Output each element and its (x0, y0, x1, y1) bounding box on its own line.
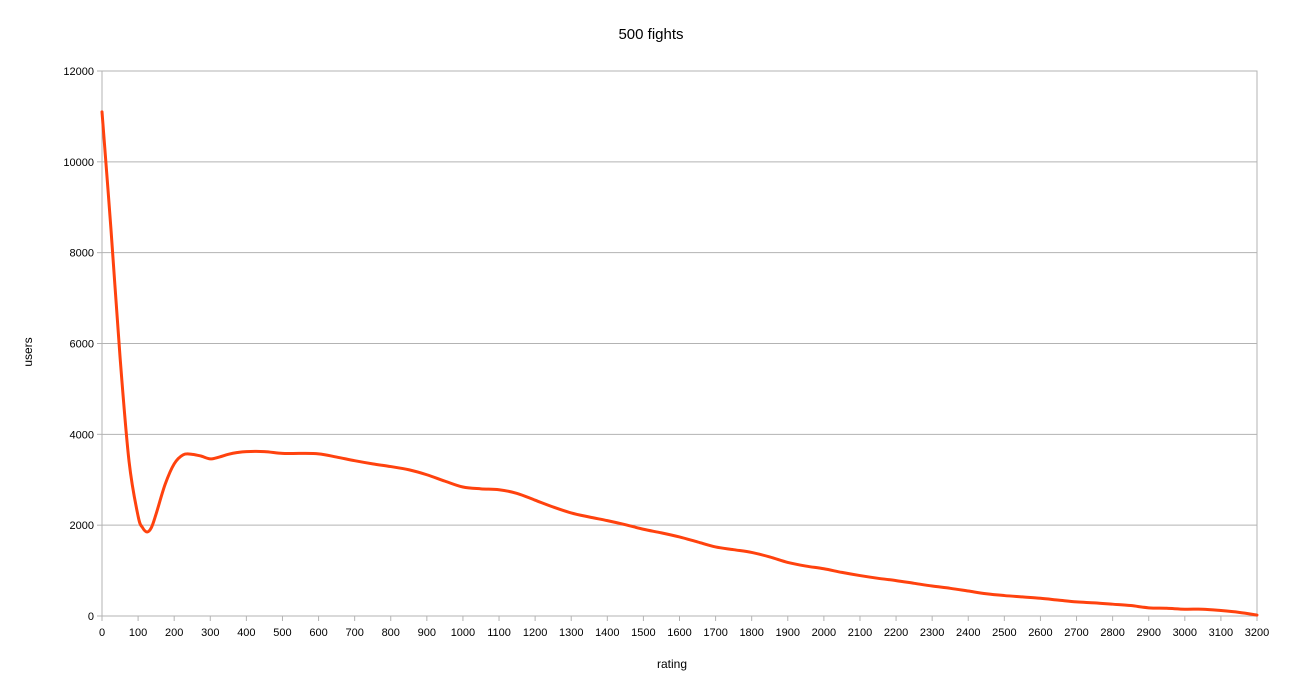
y-tick-label: 4000 (70, 429, 94, 441)
x-tick-label: 2400 (956, 627, 980, 639)
y-axis-title: users (21, 337, 35, 366)
x-tick-label: 2100 (848, 627, 872, 639)
x-tick-label: 600 (309, 627, 327, 639)
x-tick-label: 2300 (920, 627, 944, 639)
x-tick-label: 2800 (1100, 627, 1124, 639)
x-tick-label: 900 (418, 627, 436, 639)
x-tick-label: 100 (129, 627, 147, 639)
y-tick-label: 10000 (63, 157, 94, 169)
x-tick-label: 1600 (667, 627, 691, 639)
gridlines (102, 70, 1257, 526)
x-tick-label: 2600 (1028, 627, 1052, 639)
x-tick-label: 2000 (812, 627, 836, 639)
x-axis-title: rating (657, 657, 687, 671)
x-tick-label: 1900 (776, 627, 800, 639)
y-tick-label: 2000 (70, 520, 94, 532)
series-layer (100, 110, 1259, 617)
x-tick-label: 1200 (523, 627, 547, 639)
x-tick-label: 3100 (1209, 627, 1233, 639)
x-tick-label: 1500 (631, 627, 655, 639)
x-tick-label: 1800 (739, 627, 763, 639)
y-tick-label: 6000 (70, 339, 94, 351)
x-tick-label: 800 (382, 627, 400, 639)
x-tick-label: 1700 (703, 627, 727, 639)
x-tick-label: 500 (273, 627, 291, 639)
x-tick-label: 700 (345, 627, 363, 639)
y-tick-label: 8000 (70, 248, 94, 260)
series-line (100, 110, 1259, 617)
tick-labels: 0 2000 4000 6000 8000 10000 12000 0 100 200 300 400… (63, 66, 1269, 639)
x-tick-label: 1000 (451, 627, 475, 639)
x-tick-label: 2500 (992, 627, 1016, 639)
x-tick-label: 3000 (1173, 627, 1197, 639)
x-tick-label: 0 (99, 627, 105, 639)
axes (97, 70, 1258, 621)
x-tick-label: 1100 (487, 627, 511, 639)
y-tick-label: 0 (88, 611, 94, 623)
x-tick-label: 200 (165, 627, 183, 639)
x-tick-label: 1300 (559, 627, 583, 639)
x-tick-label: 2900 (1136, 627, 1160, 639)
x-tick-label: 1400 (595, 627, 619, 639)
x-tick-label: 3200 (1245, 627, 1269, 639)
chart-title: 500 fights (618, 26, 683, 43)
x-tick-label: 2700 (1064, 627, 1088, 639)
x-tick-label: 2200 (884, 627, 908, 639)
x-tick-label: 400 (237, 627, 255, 639)
y-tick-label: 12000 (63, 66, 94, 78)
x-tick-label: 300 (201, 627, 219, 639)
